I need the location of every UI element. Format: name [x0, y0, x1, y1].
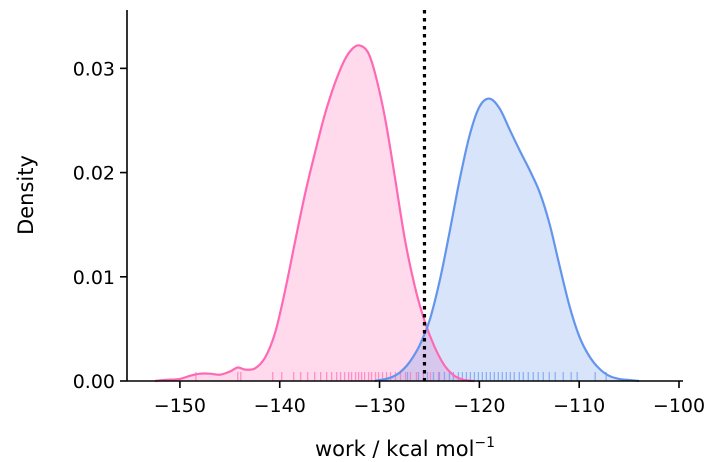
y-tick-label-3: 0.03 [73, 58, 115, 80]
x-axis-label-superscript: −1 [474, 435, 495, 451]
series-0-line [154, 44, 475, 383]
y-tick-label-0: 0.00 [73, 371, 115, 393]
x-tick-label-4: −110 [553, 395, 605, 417]
series-1-area [374, 98, 640, 382]
tick-labels: −150 −140 −130 −120 −110 −100 0.00 0.01 0.02 0.03 [73, 58, 705, 417]
y-axis-label: Density [14, 155, 38, 235]
y-tick-label-1: 0.01 [73, 267, 115, 289]
y-tick-label-2: 0.02 [73, 163, 115, 185]
x-tick-label-5: −100 [653, 395, 705, 417]
kde-lines [154, 44, 640, 383]
x-axis-label: work / kcal mol−1 [315, 435, 495, 461]
tick-marks [120, 67, 680, 388]
series-0-area [154, 45, 475, 382]
x-tick-label-1: −140 [254, 395, 306, 417]
x-tick-label-2: −130 [353, 395, 405, 417]
rug-marks [195, 372, 607, 381]
x-tick-label-3: −120 [453, 395, 505, 417]
kde-areas [154, 45, 640, 382]
x-axis-label-text: work / kcal mol [315, 437, 474, 461]
axes [126, 10, 683, 382]
series-1-line [374, 97, 640, 383]
x-tick-label-0: −150 [154, 395, 206, 417]
